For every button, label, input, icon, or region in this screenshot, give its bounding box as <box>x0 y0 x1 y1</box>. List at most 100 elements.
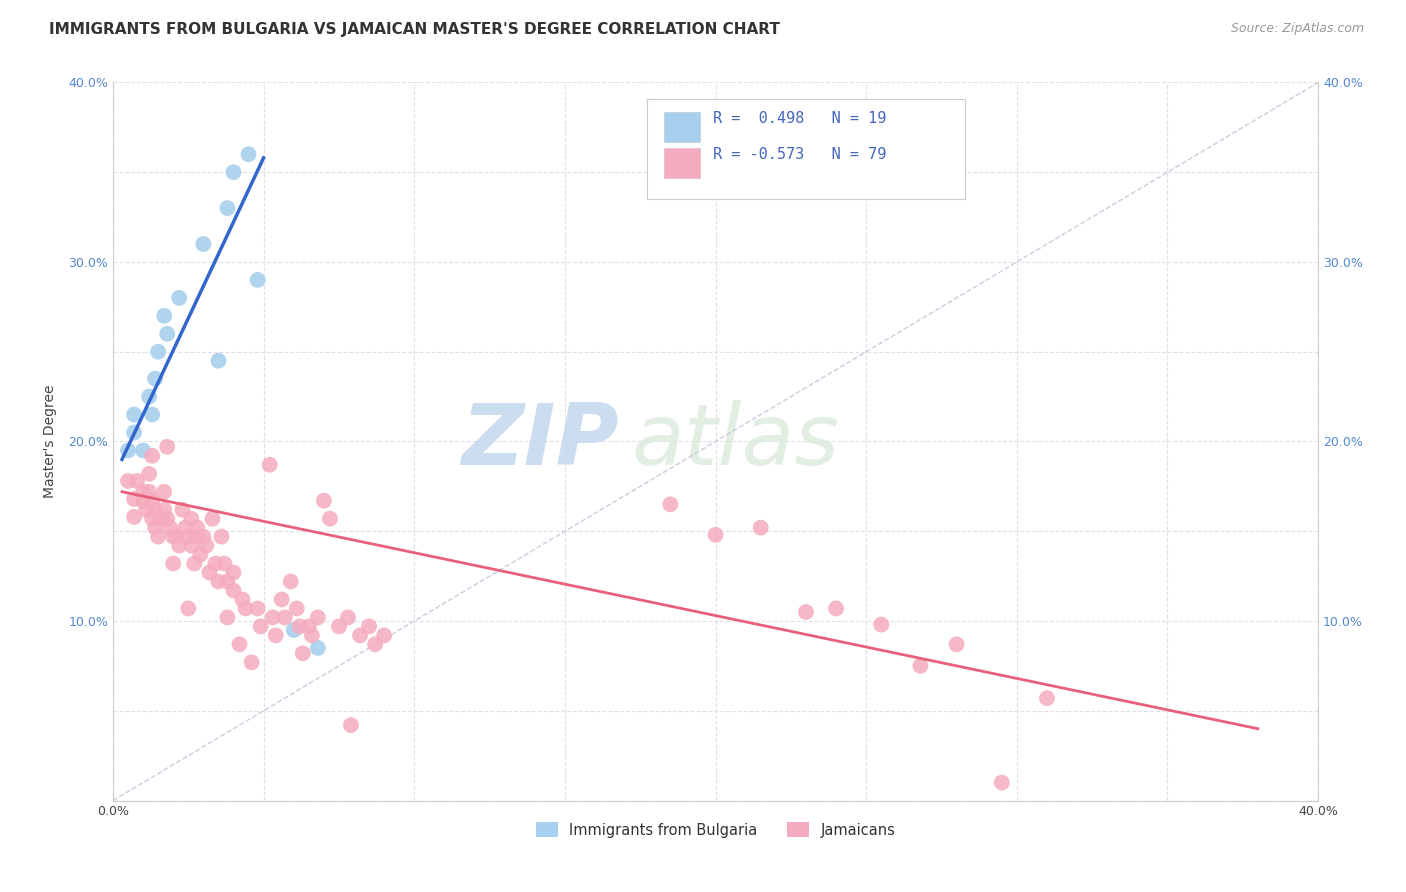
Point <box>146 530 169 544</box>
Point <box>336 610 359 624</box>
Point <box>214 557 236 571</box>
Point <box>153 309 176 323</box>
Point <box>364 637 387 651</box>
Point <box>283 623 305 637</box>
Point <box>231 592 253 607</box>
Point <box>217 201 239 215</box>
Point <box>1036 691 1059 706</box>
Point <box>301 628 323 642</box>
Point <box>150 511 173 525</box>
Point <box>910 659 932 673</box>
Point <box>122 509 145 524</box>
Point <box>280 574 302 589</box>
Point <box>357 619 380 633</box>
Point <box>156 326 179 341</box>
Point <box>180 511 202 525</box>
Text: Source: ZipAtlas.com: Source: ZipAtlas.com <box>1230 22 1364 36</box>
Point <box>193 237 215 252</box>
Point <box>188 548 211 562</box>
Point <box>319 511 342 525</box>
Point <box>193 530 215 544</box>
Point <box>209 530 232 544</box>
Point <box>201 511 224 525</box>
Point <box>122 491 145 506</box>
Point <box>240 655 263 669</box>
Point <box>135 502 157 516</box>
Point <box>659 497 682 511</box>
Point <box>186 521 208 535</box>
Point <box>312 493 335 508</box>
Point <box>207 353 229 368</box>
Point <box>143 521 166 535</box>
Point <box>246 273 269 287</box>
Point <box>141 449 163 463</box>
Point <box>132 484 155 499</box>
Point <box>222 165 245 179</box>
Point <box>143 502 166 516</box>
Point <box>186 530 208 544</box>
Point <box>222 583 245 598</box>
Point <box>174 521 197 535</box>
Point <box>285 601 308 615</box>
Y-axis label: Master's Degree: Master's Degree <box>44 384 58 499</box>
Point <box>991 775 1014 789</box>
Point <box>228 637 250 651</box>
Point <box>373 628 395 642</box>
Point <box>138 467 160 481</box>
Point <box>162 557 184 571</box>
Point <box>704 528 727 542</box>
Point <box>273 610 295 624</box>
Point <box>825 601 848 615</box>
Point <box>138 390 160 404</box>
Point <box>340 718 363 732</box>
Text: atlas: atlas <box>631 400 839 483</box>
Point <box>298 619 321 633</box>
Point <box>204 557 226 571</box>
FancyBboxPatch shape <box>647 99 965 199</box>
Point <box>132 443 155 458</box>
Point <box>180 539 202 553</box>
Point <box>288 619 311 633</box>
Text: IMMIGRANTS FROM BULGARIA VS JAMAICAN MASTER'S DEGREE CORRELATION CHART: IMMIGRANTS FROM BULGARIA VS JAMAICAN MAS… <box>49 22 780 37</box>
Point <box>259 458 281 472</box>
Point <box>177 601 200 615</box>
Point <box>246 601 269 615</box>
Point <box>217 574 239 589</box>
FancyBboxPatch shape <box>664 112 700 142</box>
Point <box>945 637 967 651</box>
Text: ZIP: ZIP <box>461 400 619 483</box>
Point <box>125 474 148 488</box>
Point <box>172 502 194 516</box>
Point <box>141 408 163 422</box>
Text: R =  0.498   N = 19: R = 0.498 N = 19 <box>713 112 887 126</box>
Point <box>122 408 145 422</box>
Point <box>156 440 179 454</box>
Point <box>117 474 139 488</box>
Point <box>222 566 245 580</box>
Point <box>291 646 314 660</box>
Point <box>177 530 200 544</box>
Point <box>183 557 205 571</box>
Text: R = -0.573   N = 79: R = -0.573 N = 79 <box>713 147 887 162</box>
FancyBboxPatch shape <box>664 148 700 178</box>
Point <box>307 610 329 624</box>
Point <box>270 592 292 607</box>
Point <box>141 511 163 525</box>
Point <box>156 511 179 525</box>
Point <box>138 484 160 499</box>
Point <box>165 530 187 544</box>
Point <box>238 147 260 161</box>
Point <box>117 443 139 458</box>
Point <box>122 425 145 440</box>
Point <box>870 617 893 632</box>
Point <box>749 521 772 535</box>
Point <box>141 493 163 508</box>
Point <box>146 344 169 359</box>
Point <box>153 502 176 516</box>
Legend: Immigrants from Bulgaria, Jamaicans: Immigrants from Bulgaria, Jamaicans <box>530 816 901 844</box>
Point <box>217 610 239 624</box>
Point <box>249 619 271 633</box>
Point <box>207 574 229 589</box>
Point <box>132 493 155 508</box>
Point <box>307 640 329 655</box>
